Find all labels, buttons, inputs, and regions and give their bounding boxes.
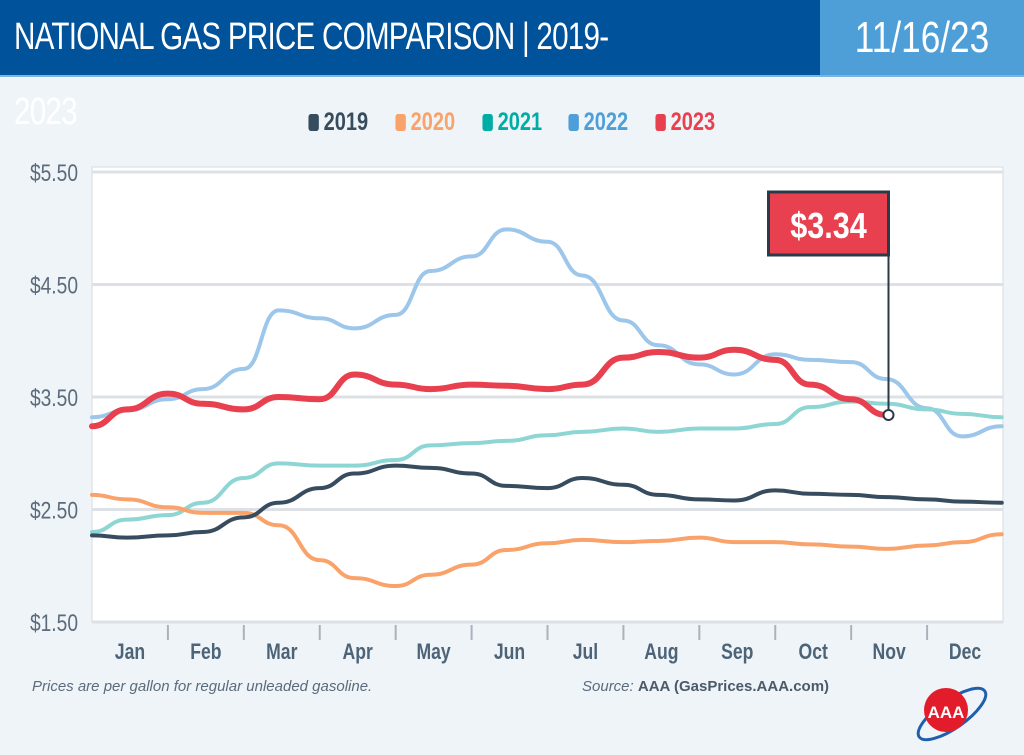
legend-item-2023: 2023 [655, 108, 715, 137]
x-tick-label: Sep [721, 640, 753, 664]
x-tick-label: Jan [115, 640, 145, 664]
legend-swatch [568, 114, 580, 131]
source: Source: AAA (GasPrices.AAA.com) [582, 678, 829, 695]
legend-swatch [655, 114, 666, 131]
title-text: NATIONAL GAS PRICE COMPARISON | 2019-202… [14, 16, 609, 133]
legend-label: 2019 [324, 108, 369, 136]
legend-item-2021: 2021 [482, 108, 542, 137]
callout-box [767, 190, 891, 257]
x-tick-label: Nov [873, 640, 906, 664]
legend-label: 2021 [497, 108, 542, 136]
series-line-2019 [90, 463, 1004, 540]
source-label: Source: [582, 678, 634, 695]
x-tick-label: Oct [799, 640, 829, 664]
series-line-2023 [89, 346, 890, 430]
x-tick-label: Mar [266, 640, 297, 664]
legend-item-2019: 2019 [308, 108, 369, 137]
x-tick-label: Jul [573, 640, 598, 664]
x-tick-label: Aug [644, 640, 678, 664]
chart-title: NATIONAL GAS PRICE COMPARISON | 2019-202… [0, 0, 820, 133]
series-line-2022 [90, 227, 1004, 439]
y-tick-label: $3.50 [30, 384, 78, 412]
footnote: Prices are per gallon for regular unlead… [32, 678, 373, 695]
header-divider [0, 75, 1024, 77]
x-tick-label: Apr [343, 640, 374, 664]
y-tick-label: $2.50 [30, 496, 78, 524]
legend-swatch [308, 114, 320, 131]
legend: 2019 2020 2021 2022 2023 [0, 108, 1024, 137]
x-tick-label: Jun [494, 640, 525, 664]
legend-label: 2020 [410, 108, 456, 136]
x-tick-label: Feb [190, 640, 221, 664]
legend-swatch [395, 114, 406, 131]
legend-swatch [482, 114, 493, 131]
legend-label: 2022 [583, 108, 629, 136]
legend-item-2020: 2020 [395, 108, 456, 137]
date-text: 11/16/23 [854, 13, 990, 62]
series-line-2020 [90, 492, 1004, 588]
legend-label: 2023 [670, 108, 716, 136]
current-point [882, 409, 895, 421]
x-tick-label: May [417, 640, 451, 664]
legend-item-2022: 2022 [568, 108, 629, 137]
source-value: AAA (GasPrices.AAA.com) [637, 678, 830, 695]
callout-label: $3.34 [790, 207, 867, 247]
y-tick-label: $5.50 [30, 159, 78, 187]
y-tick-label: $1.50 [30, 609, 78, 637]
y-tick-label: $4.50 [30, 271, 78, 299]
x-tick-label: Dec [949, 640, 981, 664]
date-badge: 11/16/23 [820, 0, 1024, 75]
